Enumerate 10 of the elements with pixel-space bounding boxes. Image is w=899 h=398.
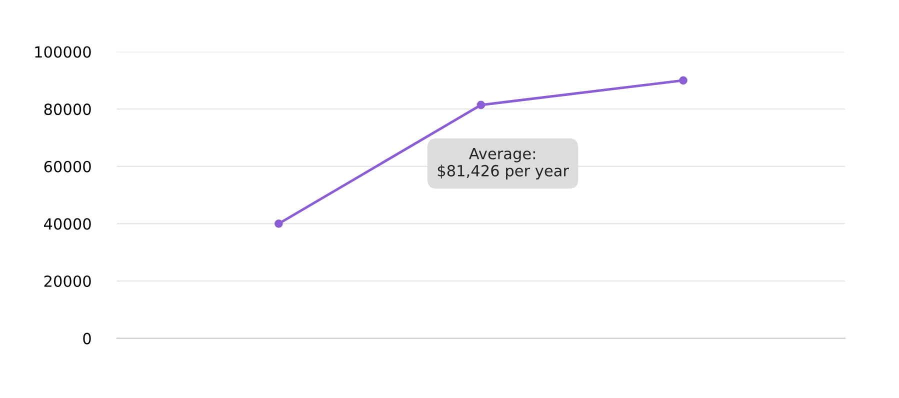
- y-tick-label: 60000: [44, 160, 91, 172]
- y-tick-label: 100000: [35, 46, 91, 58]
- y-tick-label: 20000: [44, 275, 91, 288]
- point: [274, 220, 283, 228]
- y-tick-label: 80000: [44, 104, 91, 116]
- annotation: Average: $81,426 per year: [438, 148, 569, 180]
- y-tick-label: 40000: [44, 218, 91, 230]
- point: [679, 76, 688, 85]
- point: [476, 100, 486, 110]
- y-tick-label: 0: [83, 332, 91, 344]
